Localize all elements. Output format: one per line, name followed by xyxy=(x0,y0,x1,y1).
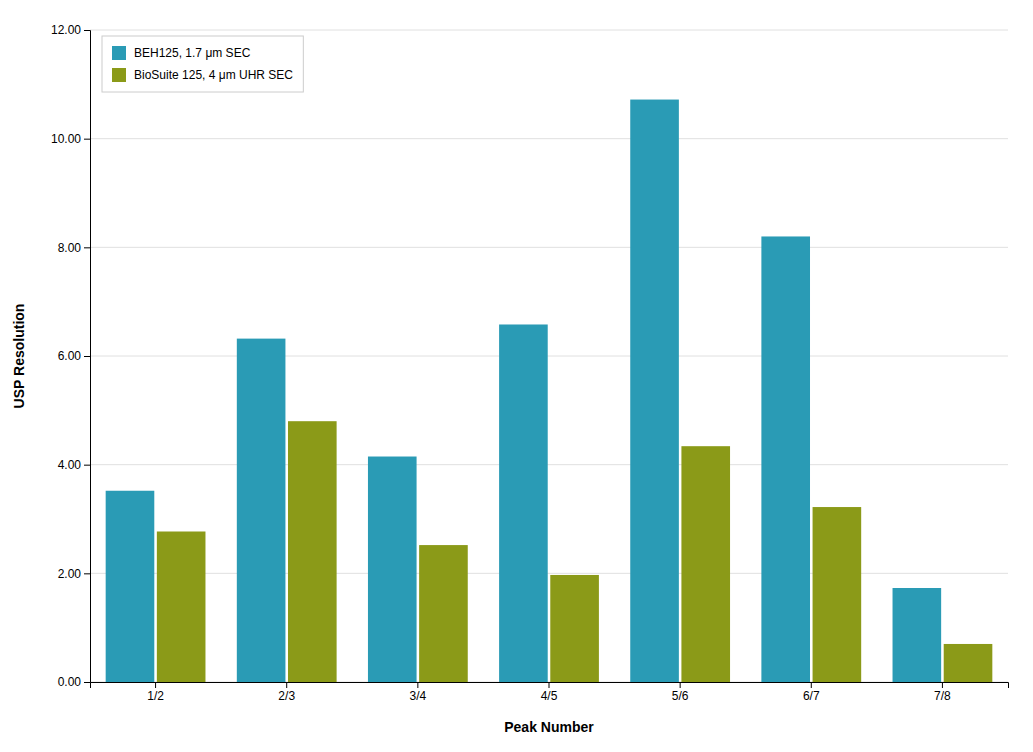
tick-label: 6.00 xyxy=(58,349,82,363)
grid-line xyxy=(90,464,1008,465)
tick-label: 10.00 xyxy=(51,132,81,146)
bar xyxy=(237,339,286,682)
tick-mark xyxy=(84,30,90,31)
tick-mark xyxy=(942,682,943,688)
bars xyxy=(106,100,993,682)
tick-label: 0.00 xyxy=(58,675,82,689)
tick-mark xyxy=(811,682,812,688)
legend: BEH125, 1.7 μm SEC BioSuite 125, 4 μm UHR… xyxy=(102,36,303,92)
grid-line xyxy=(90,573,1008,574)
bar xyxy=(761,236,810,682)
tick-label: 4.00 xyxy=(58,458,82,472)
legend-item: BEH125, 1.7 μm SEC xyxy=(112,46,251,60)
y-axis-title: USP Resolution xyxy=(11,304,27,409)
chart: 0.00 2.00 4.00 6.00 8.00 10.00 12.00 1/2 2/3 3/4 4… xyxy=(0,0,1033,752)
tick-mark xyxy=(417,682,418,688)
grid-line xyxy=(90,247,1008,248)
tick: 0.00 xyxy=(58,675,90,689)
x-axis: 1/2 2/3 3/4 4/5 5/6 6/7 7/8 xyxy=(91,682,1009,703)
series xyxy=(157,421,992,682)
y-axis: 0.00 2.00 4.00 6.00 8.00 10.00 12.00 xyxy=(51,23,91,689)
bar xyxy=(681,446,730,682)
bar xyxy=(157,531,206,682)
series xyxy=(106,100,941,682)
plot: 0.00 2.00 4.00 6.00 8.00 10.00 12.00 1/2 2/3 3/4 4… xyxy=(51,23,1009,702)
axis-line xyxy=(91,683,1009,689)
legend-box xyxy=(102,36,303,92)
tick-label: 1/2 xyxy=(147,689,164,703)
tick-label: 12.00 xyxy=(51,23,81,37)
tick: 4/5 xyxy=(541,682,558,703)
bar xyxy=(419,545,468,682)
grid-line xyxy=(90,30,1008,31)
tick: 5/6 xyxy=(672,682,689,703)
tick-mark xyxy=(549,682,550,688)
tick-label: 2/3 xyxy=(278,689,295,703)
bar xyxy=(630,100,679,682)
tick-label: 6/7 xyxy=(803,689,820,703)
bar xyxy=(944,644,993,682)
tick-label: 5/6 xyxy=(672,689,689,703)
tick: 4.00 xyxy=(58,458,90,472)
grid-line xyxy=(90,356,1008,357)
legend-swatch xyxy=(112,46,126,60)
tick: 6/7 xyxy=(803,682,820,703)
bar xyxy=(499,324,548,682)
axis-line xyxy=(84,31,91,683)
grid xyxy=(90,30,1008,682)
tick: 10.00 xyxy=(51,132,90,146)
grid-line xyxy=(90,138,1008,139)
bar xyxy=(368,457,417,682)
bar xyxy=(288,421,337,682)
tick: 3/4 xyxy=(410,682,427,703)
x-axis-title: Peak Number xyxy=(504,719,594,735)
tick-label: 2.00 xyxy=(58,567,82,581)
bar xyxy=(813,507,862,682)
tick-mark xyxy=(84,682,90,683)
tick-mark xyxy=(84,465,90,466)
tick: 2/3 xyxy=(278,682,295,703)
tick-label: 8.00 xyxy=(58,241,82,255)
legend-label: BioSuite 125, 4 μm UHR SEC xyxy=(134,68,293,82)
legend-swatch xyxy=(112,68,126,82)
tick: 7/8 xyxy=(934,682,951,703)
tick-label: 4/5 xyxy=(541,689,558,703)
tick-mark xyxy=(286,682,287,688)
tick: 1/2 xyxy=(147,682,164,703)
tick: 8.00 xyxy=(58,241,90,255)
tick-mark xyxy=(84,139,90,140)
bar xyxy=(106,491,155,682)
tick-mark xyxy=(84,247,90,248)
tick-mark xyxy=(155,682,156,688)
tick: 2.00 xyxy=(58,567,90,581)
bar xyxy=(893,588,942,682)
tick-mark xyxy=(680,682,681,688)
tick-mark xyxy=(84,573,90,574)
tick: 12.00 xyxy=(51,23,90,37)
tick-label: 3/4 xyxy=(410,689,427,703)
legend-item: BioSuite 125, 4 μm UHR SEC xyxy=(112,68,293,82)
tick: 6.00 xyxy=(58,349,90,363)
tick-mark xyxy=(84,356,90,357)
bar xyxy=(550,575,599,682)
legend-label: BEH125, 1.7 μm SEC xyxy=(134,46,251,60)
tick-label: 7/8 xyxy=(934,689,951,703)
